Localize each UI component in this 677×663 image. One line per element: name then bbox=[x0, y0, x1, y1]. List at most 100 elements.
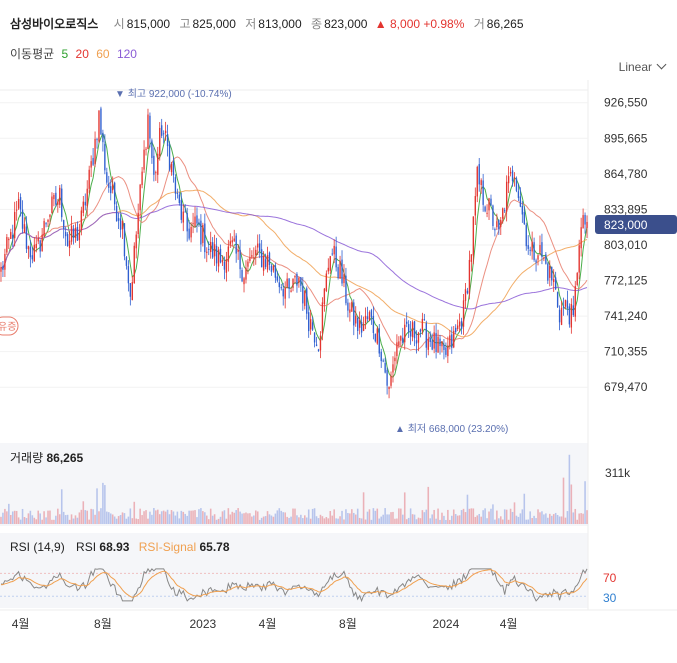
candle-body bbox=[362, 323, 365, 331]
volume-bar bbox=[100, 508, 102, 524]
candle-body bbox=[445, 347, 447, 355]
volume-bar bbox=[0, 516, 2, 524]
volume-bar bbox=[200, 508, 202, 524]
candle-body bbox=[470, 254, 473, 262]
rsi-signal-name: RSI-Signal bbox=[138, 540, 197, 554]
candle-body bbox=[566, 300, 569, 309]
candle-body bbox=[355, 315, 357, 324]
volume-bar bbox=[176, 511, 179, 524]
volume-bar bbox=[466, 494, 469, 524]
volume-bar bbox=[166, 509, 169, 524]
candle-body bbox=[553, 279, 555, 283]
volume-bar bbox=[437, 508, 439, 524]
candle-body bbox=[300, 277, 302, 286]
candle-body bbox=[306, 288, 308, 314]
price-badge bbox=[595, 215, 677, 234]
candle-body bbox=[380, 351, 382, 362]
volume-bar bbox=[33, 517, 36, 524]
volume-bar bbox=[417, 517, 420, 524]
volume-bar bbox=[121, 512, 124, 524]
candle-body bbox=[108, 183, 110, 188]
candle-body bbox=[404, 324, 406, 343]
candle-body bbox=[323, 288, 326, 305]
candle-body bbox=[509, 172, 512, 174]
volume-bar bbox=[574, 508, 577, 524]
quote-header: 삼성바이오로직스 시 815,000 고 825,000 저 813,000 종 823… bbox=[10, 15, 524, 32]
candle-body bbox=[221, 259, 224, 263]
candle-body bbox=[415, 340, 418, 344]
candle-body bbox=[537, 255, 539, 260]
y-tick-label: 926,550 bbox=[604, 96, 648, 110]
ma-legend[interactable]: 이동평균 5 20 60 120 bbox=[10, 45, 137, 62]
candle-body bbox=[231, 240, 233, 243]
candle-body bbox=[213, 244, 216, 257]
candle-body bbox=[0, 267, 2, 272]
volume-panel-title: 거래량 bbox=[10, 451, 44, 465]
volume-bar bbox=[382, 514, 384, 524]
volume-bar bbox=[501, 519, 504, 524]
volume-bar bbox=[78, 512, 81, 524]
volume-bar bbox=[505, 509, 508, 524]
candle-body bbox=[249, 257, 251, 261]
rsi-signal-line bbox=[0, 569, 588, 598]
candle-body bbox=[527, 245, 529, 249]
candle-body bbox=[382, 360, 384, 362]
volume-bar bbox=[115, 518, 118, 524]
candle-body bbox=[539, 244, 541, 253]
candle-body bbox=[378, 328, 380, 354]
volume-bar bbox=[25, 518, 28, 524]
volume-bar bbox=[456, 515, 459, 524]
volume-bar bbox=[331, 515, 334, 524]
candle-body bbox=[63, 220, 65, 230]
candle-body bbox=[215, 245, 218, 264]
volume-bar bbox=[315, 516, 318, 524]
y-tick-label: 772,125 bbox=[604, 274, 648, 288]
volume-bar bbox=[541, 511, 543, 524]
candle-body bbox=[133, 245, 135, 284]
candle-body bbox=[178, 194, 181, 204]
candle-body bbox=[186, 213, 188, 232]
volume-bar bbox=[517, 516, 520, 524]
volume-bar bbox=[362, 492, 365, 524]
volume-bar bbox=[490, 508, 492, 524]
scale-mode-dropdown[interactable]: Linear bbox=[619, 59, 667, 74]
candle-body bbox=[545, 254, 547, 264]
volume-bar bbox=[445, 519, 447, 524]
volume-bar bbox=[321, 516, 324, 524]
volume-bar bbox=[352, 512, 355, 524]
candle-body bbox=[119, 218, 122, 230]
candle-body bbox=[229, 241, 231, 245]
x-tick-label: 4월 bbox=[12, 617, 30, 631]
volume-bar bbox=[60, 489, 63, 524]
volume-bar bbox=[225, 518, 228, 524]
volume-bar bbox=[74, 515, 77, 524]
candle-body bbox=[304, 290, 306, 306]
candle-body bbox=[29, 246, 32, 258]
volume-bar bbox=[317, 518, 320, 524]
volume-bar bbox=[454, 513, 457, 524]
volume-bar bbox=[256, 511, 259, 524]
candle-body bbox=[439, 338, 441, 347]
volume-bar bbox=[6, 511, 8, 524]
candle-body bbox=[296, 273, 298, 286]
candle-body bbox=[331, 253, 333, 255]
left-event-badge[interactable] bbox=[0, 316, 19, 336]
volume-bar bbox=[439, 519, 441, 524]
candle-body bbox=[143, 149, 145, 170]
candle-body bbox=[423, 319, 426, 321]
candle-body bbox=[402, 337, 404, 343]
candle-body bbox=[76, 226, 79, 241]
volume-bar bbox=[227, 508, 230, 524]
volume-bar bbox=[296, 515, 298, 524]
candle-body bbox=[245, 267, 247, 280]
volume-bar bbox=[413, 514, 416, 524]
volume-bar bbox=[66, 514, 69, 524]
candle-body bbox=[349, 309, 351, 313]
volume-bar bbox=[572, 512, 575, 524]
candle-body bbox=[327, 267, 329, 272]
candle-body bbox=[41, 234, 43, 252]
volume-bar bbox=[305, 517, 308, 524]
volume-label: 거 bbox=[473, 17, 485, 31]
candle-body bbox=[176, 192, 179, 194]
